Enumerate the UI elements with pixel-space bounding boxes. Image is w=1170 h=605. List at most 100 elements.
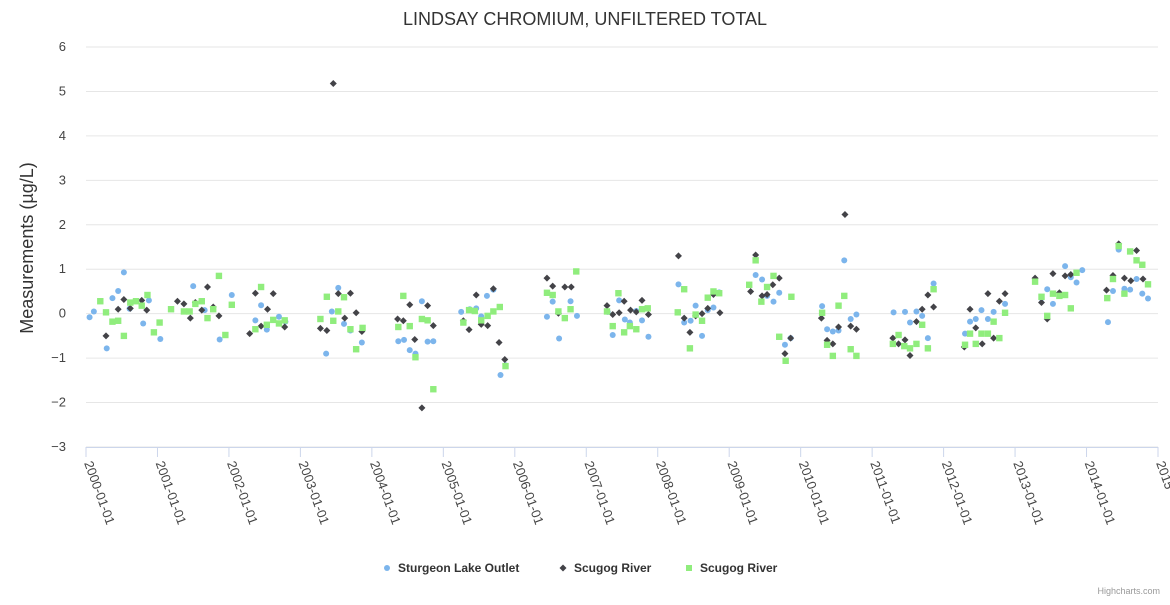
data-point-circle[interactable] <box>1079 267 1086 274</box>
data-point-square[interactable] <box>752 257 759 264</box>
data-point-circle[interactable] <box>907 319 914 326</box>
data-point-circle[interactable] <box>675 281 682 288</box>
data-point-circle[interactable] <box>616 297 623 304</box>
data-point-diamond[interactable] <box>269 290 277 298</box>
data-point-circle[interactable] <box>819 303 826 310</box>
data-point-square[interactable] <box>215 272 223 280</box>
data-point-circle[interactable] <box>699 332 706 339</box>
data-point-diamond[interactable] <box>889 334 897 342</box>
data-point-circle[interactable] <box>1049 300 1056 307</box>
data-point-circle[interactable] <box>776 289 783 296</box>
data-point-square[interactable] <box>895 331 902 339</box>
data-point-diamond[interactable] <box>698 310 706 318</box>
data-point-square[interactable] <box>335 308 342 315</box>
data-point-square[interactable] <box>502 362 509 370</box>
data-point-circle[interactable] <box>692 302 699 309</box>
data-point-diamond[interactable] <box>752 251 760 259</box>
data-point-circle[interactable] <box>1104 319 1111 326</box>
data-point-square[interactable] <box>156 319 163 326</box>
data-point-square[interactable] <box>1049 290 1057 297</box>
data-point-diamond[interactable] <box>561 283 569 291</box>
data-point-circle[interactable] <box>770 298 777 305</box>
data-point-circle[interactable] <box>687 317 694 324</box>
data-point-square[interactable] <box>400 292 407 300</box>
data-point-square[interactable] <box>192 300 199 308</box>
data-point-square[interactable] <box>603 308 611 315</box>
data-point-diamond[interactable] <box>489 285 497 293</box>
data-point-diamond[interactable] <box>930 303 938 311</box>
data-point-diamond[interactable] <box>418 404 426 412</box>
data-point-circle[interactable] <box>1144 295 1151 302</box>
data-point-square[interactable] <box>549 291 556 299</box>
data-point-circle[interactable] <box>1073 279 1080 286</box>
data-point-diamond[interactable] <box>251 289 259 297</box>
data-point-square[interactable] <box>680 286 688 293</box>
data-point-circle[interactable] <box>1062 263 1069 270</box>
data-point-diamond[interactable] <box>984 290 992 298</box>
data-point-diamond[interactable] <box>180 300 188 308</box>
data-point-diamond[interactable] <box>918 305 926 313</box>
data-point-square[interactable] <box>818 309 826 316</box>
data-point-diamond[interactable] <box>620 297 628 305</box>
data-point-circle[interactable] <box>263 326 270 333</box>
data-point-square[interactable] <box>961 341 969 348</box>
data-point-circle[interactable] <box>645 333 652 340</box>
data-point-square[interactable] <box>1044 312 1051 320</box>
data-point-circle[interactable] <box>759 276 766 283</box>
data-point-square[interactable] <box>1115 242 1122 250</box>
data-point-diamond[interactable] <box>346 289 354 297</box>
data-point-circle[interactable] <box>1044 286 1051 293</box>
data-point-diamond[interactable] <box>114 305 122 313</box>
legend-item[interactable]: Scugog River <box>559 561 652 575</box>
data-point-square[interactable] <box>460 319 467 326</box>
data-point-square[interactable] <box>114 317 122 324</box>
data-point-square[interactable] <box>210 306 217 313</box>
data-point-diamond[interactable] <box>484 322 492 330</box>
data-point-diamond[interactable] <box>852 325 860 333</box>
data-point-square[interactable] <box>930 286 937 293</box>
data-point-circle[interactable] <box>323 350 330 357</box>
data-point-square[interactable] <box>782 357 789 364</box>
data-point-circle[interactable] <box>902 308 909 315</box>
data-point-square[interactable] <box>97 298 104 305</box>
data-point-square[interactable] <box>1038 293 1045 300</box>
data-point-circle[interactable] <box>841 257 848 264</box>
data-point-diamond[interactable] <box>399 317 407 325</box>
data-point-square[interactable] <box>543 289 551 296</box>
data-point-circle[interactable] <box>115 288 122 294</box>
data-point-diamond[interactable] <box>264 305 272 313</box>
data-point-square[interactable] <box>180 308 188 315</box>
data-point-circle[interactable] <box>275 313 282 320</box>
data-point-square[interactable] <box>1031 278 1039 285</box>
data-point-square[interactable] <box>704 294 711 301</box>
data-point-square[interactable] <box>317 315 324 323</box>
data-point-square[interactable] <box>340 294 348 301</box>
data-point-diamond[interactable] <box>352 309 360 317</box>
data-point-circle[interactable] <box>543 313 550 320</box>
data-point-diamond[interactable] <box>787 334 795 342</box>
data-point-diamond[interactable] <box>1061 272 1069 280</box>
data-point-diamond[interactable] <box>334 290 342 298</box>
data-point-circle[interactable] <box>1127 286 1134 293</box>
data-point-diamond[interactable] <box>143 306 151 314</box>
data-point-square[interactable] <box>198 298 205 305</box>
data-point-circle[interactable] <box>990 308 997 315</box>
data-point-circle[interactable] <box>573 312 580 319</box>
data-point-diamond[interactable] <box>198 306 206 314</box>
data-point-diamond[interactable] <box>138 296 146 304</box>
data-point-square[interactable] <box>573 268 580 275</box>
data-point-circle[interactable] <box>458 308 465 315</box>
data-point-square[interactable] <box>829 352 837 360</box>
data-point-diamond[interactable] <box>186 314 194 322</box>
data-point-square[interactable] <box>567 306 574 313</box>
data-point-circle[interactable] <box>418 298 425 305</box>
data-point-square[interactable] <box>138 302 145 309</box>
data-point-circle[interactable] <box>406 347 413 354</box>
data-point-square[interactable] <box>478 317 485 324</box>
data-point-circle[interactable] <box>567 298 574 305</box>
data-point-square[interactable] <box>763 283 771 291</box>
data-point-square[interactable] <box>644 305 651 312</box>
data-point-square[interactable] <box>620 329 628 336</box>
data-point-circle[interactable] <box>824 326 831 333</box>
data-point-square[interactable] <box>823 341 831 348</box>
